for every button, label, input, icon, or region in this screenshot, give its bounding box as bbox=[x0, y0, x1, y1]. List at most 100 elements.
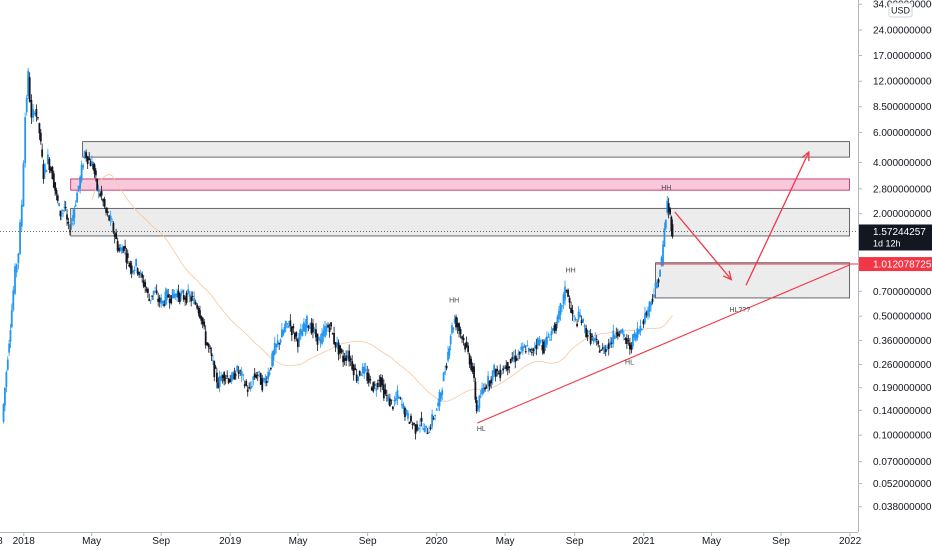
candle-body bbox=[278, 343, 281, 345]
candle-body bbox=[381, 378, 384, 386]
candle-body bbox=[67, 221, 70, 224]
candle-body bbox=[428, 431, 430, 434]
candle-body bbox=[112, 222, 115, 233]
candle-body bbox=[526, 345, 529, 347]
candle-body bbox=[647, 310, 649, 317]
candle-body bbox=[188, 294, 191, 297]
candle-body bbox=[51, 166, 54, 180]
candle-body bbox=[62, 210, 64, 212]
price-tick-label: 6.000000000 bbox=[873, 128, 932, 139]
candle-body bbox=[408, 421, 411, 424]
time-tick-label: Sep bbox=[772, 536, 790, 547]
support-resistance-zones bbox=[70, 141, 850, 299]
candle-body bbox=[552, 328, 554, 331]
candle-body bbox=[106, 211, 109, 214]
candle-body bbox=[364, 369, 367, 371]
candle-body bbox=[191, 296, 194, 298]
candle-body bbox=[361, 366, 364, 373]
candle-body bbox=[425, 425, 427, 428]
pattern-label: HL bbox=[477, 426, 486, 433]
candle-body bbox=[496, 368, 499, 372]
candle-body bbox=[600, 349, 603, 351]
candle-body bbox=[601, 347, 604, 349]
time-tick-label: May bbox=[289, 536, 308, 547]
candle-body bbox=[58, 203, 61, 207]
candle-body bbox=[645, 312, 648, 315]
candle-body bbox=[437, 402, 440, 407]
candle-body bbox=[497, 373, 500, 375]
candle-body bbox=[474, 381, 477, 400]
candle-body bbox=[441, 390, 444, 395]
price-tick-label: 0.360000000 bbox=[873, 336, 932, 347]
candle-body bbox=[373, 384, 376, 386]
candle-body bbox=[116, 240, 119, 251]
candle-body bbox=[135, 259, 138, 266]
candle-body bbox=[656, 281, 658, 289]
candle-body bbox=[336, 342, 338, 346]
candle-body bbox=[562, 294, 565, 304]
candle-body bbox=[276, 340, 279, 345]
candle-body bbox=[631, 334, 634, 347]
candle-body bbox=[622, 333, 625, 337]
candle-body bbox=[369, 378, 372, 381]
candle-body bbox=[321, 333, 323, 344]
candle-body bbox=[2, 403, 5, 422]
candle-body bbox=[35, 108, 38, 117]
candle-body bbox=[178, 293, 181, 303]
candle-body bbox=[38, 123, 41, 134]
candle-body bbox=[405, 410, 408, 414]
candle-body bbox=[6, 359, 9, 370]
candle-body bbox=[490, 379, 493, 384]
candle-body bbox=[345, 355, 348, 361]
candle-body bbox=[187, 289, 190, 294]
candle-body bbox=[642, 320, 645, 325]
candle-body bbox=[334, 342, 337, 348]
candle-body bbox=[349, 358, 352, 361]
currency-text: USD bbox=[891, 6, 911, 16]
candle-body bbox=[589, 333, 592, 344]
candle-body bbox=[639, 325, 642, 332]
candle-body bbox=[503, 366, 506, 369]
currency-label[interactable]: USD bbox=[888, 2, 913, 18]
candle-body bbox=[312, 323, 314, 333]
price-tick-label: 2.800000000 bbox=[873, 184, 932, 195]
candle-body bbox=[592, 338, 595, 342]
candle-body bbox=[226, 375, 229, 377]
candle-body bbox=[568, 297, 571, 303]
key-level-value: 1.012078725 bbox=[873, 260, 932, 271]
candle-body bbox=[420, 417, 423, 422]
candle-body bbox=[207, 343, 210, 348]
candle-body bbox=[109, 215, 112, 220]
candle-body bbox=[93, 164, 96, 174]
candle-body bbox=[287, 325, 290, 328]
candle-body bbox=[273, 342, 276, 355]
candle-body bbox=[670, 216, 673, 232]
candle-body bbox=[556, 316, 559, 324]
candle-body bbox=[348, 350, 351, 362]
candle-body bbox=[618, 334, 621, 336]
candle-body bbox=[275, 343, 278, 348]
candle-body bbox=[527, 347, 530, 352]
candle-body bbox=[619, 329, 622, 334]
time-axis[interactable]: 18 2018 May Sep 2019 May Sep 2020 May Sep 2021 May S… bbox=[0, 532, 862, 547]
candle-body bbox=[286, 323, 289, 325]
candle-body bbox=[499, 369, 502, 378]
candle-body bbox=[543, 341, 545, 354]
candle-body bbox=[583, 325, 586, 328]
candle-body bbox=[650, 301, 652, 306]
pink-zone bbox=[70, 178, 850, 191]
candle-body bbox=[470, 358, 473, 370]
candle-body bbox=[45, 170, 48, 172]
candle-body bbox=[252, 376, 255, 381]
candle-body bbox=[395, 398, 397, 401]
candle-body bbox=[145, 289, 148, 291]
time-tick-label: 2022 bbox=[839, 536, 862, 547]
candle-body bbox=[606, 346, 609, 348]
price-tick-label: 0.260000000 bbox=[873, 360, 932, 371]
candle-body bbox=[236, 365, 239, 372]
key-level-tag: 1.012078725 bbox=[859, 257, 932, 272]
price-axis[interactable]: 34.00000000024.00000000017.00000000012.0… bbox=[858, 0, 932, 550]
candle-body bbox=[233, 373, 236, 380]
